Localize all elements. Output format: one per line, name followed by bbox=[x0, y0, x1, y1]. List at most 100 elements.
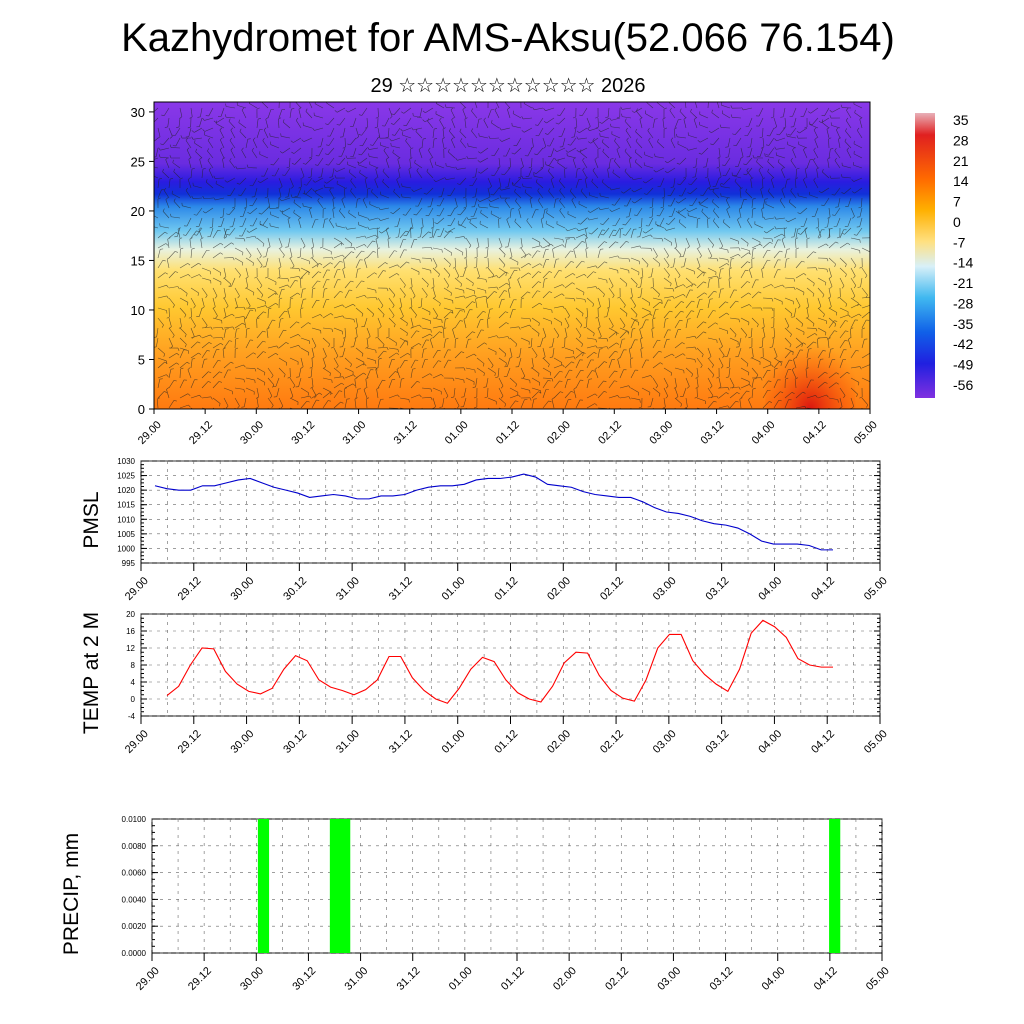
wind-barb-flag bbox=[264, 196, 268, 199]
wind-barb bbox=[712, 191, 720, 199]
wind-barb-flag bbox=[331, 328, 333, 332]
wind-barb bbox=[806, 359, 809, 369]
wind-barb bbox=[388, 297, 395, 306]
wind-barb bbox=[608, 267, 618, 271]
wind-barb-flag bbox=[845, 264, 847, 268]
wind-barb bbox=[845, 130, 852, 139]
wind-barb-flag bbox=[364, 244, 367, 247]
wind-barb-flag bbox=[607, 167, 611, 170]
wind-barb-flag bbox=[761, 146, 764, 149]
wind-barb bbox=[551, 399, 555, 409]
wind-barb-flag bbox=[841, 192, 845, 195]
wind-barb bbox=[215, 183, 225, 189]
wind-barb bbox=[252, 177, 258, 187]
wind-barb-flag bbox=[677, 183, 681, 186]
wind-barb bbox=[636, 110, 643, 119]
wind-barb bbox=[690, 177, 698, 185]
wind-barb bbox=[597, 407, 608, 409]
wind-barb bbox=[751, 291, 759, 299]
wind-barb bbox=[245, 247, 252, 256]
wind-barb-flag bbox=[519, 246, 523, 249]
wind-barb bbox=[799, 127, 808, 134]
wind-barb bbox=[823, 197, 830, 206]
wind-barb-flag bbox=[422, 417, 424, 419]
wind-barb bbox=[507, 357, 511, 367]
wind-barb-flag bbox=[429, 157, 433, 160]
wind-barb bbox=[861, 377, 870, 383]
wind-barb-flag bbox=[353, 247, 356, 251]
wind-barb bbox=[589, 127, 599, 131]
wind-barb-flag bbox=[550, 177, 554, 180]
wind-barb bbox=[490, 206, 500, 209]
wind-barb-flag bbox=[239, 128, 242, 132]
wind-barb bbox=[333, 367, 342, 375]
wind-barb-flag bbox=[290, 297, 294, 300]
wind-barb bbox=[363, 389, 368, 399]
wind-barb-flag bbox=[612, 295, 615, 298]
wind-barb-flag bbox=[456, 405, 460, 409]
wind-barb-flag bbox=[700, 365, 703, 368]
wind-barb bbox=[630, 229, 634, 239]
wind-barb bbox=[696, 397, 706, 402]
wind-barb bbox=[592, 140, 599, 149]
wind-barb bbox=[553, 237, 563, 240]
wind-barb bbox=[773, 259, 779, 269]
x-tick-label: 04.12 bbox=[809, 575, 837, 603]
wind-barb bbox=[355, 250, 362, 259]
wind-barb bbox=[377, 262, 386, 269]
wind-barb bbox=[428, 150, 434, 159]
wind-barb-flag bbox=[279, 198, 282, 202]
wind-barb-flag bbox=[635, 128, 637, 132]
wind-barb bbox=[487, 257, 489, 268]
wind-barb bbox=[220, 139, 225, 149]
wind-barb-flag bbox=[616, 342, 620, 345]
wind-barb bbox=[651, 329, 654, 339]
wind-barb-flag bbox=[419, 394, 422, 398]
wind-barb bbox=[204, 117, 214, 121]
wind-barb-flag bbox=[472, 331, 476, 334]
wind-barb-flag bbox=[484, 256, 488, 259]
wind-barb-flag bbox=[463, 256, 467, 259]
wind-barb bbox=[380, 207, 390, 211]
wind-barb-flag bbox=[552, 247, 556, 250]
wind-barb-flag bbox=[650, 234, 653, 238]
wind-barb-flag bbox=[256, 107, 260, 110]
wind-barb bbox=[160, 147, 170, 151]
wind-barb-flag bbox=[562, 305, 565, 309]
colorbar-label: -42 bbox=[953, 336, 973, 352]
wind-barb bbox=[289, 276, 299, 279]
wind-barb bbox=[831, 125, 841, 129]
wind-barb bbox=[416, 207, 423, 216]
wind-barb bbox=[512, 184, 522, 189]
wind-barb bbox=[600, 135, 610, 139]
x-tick-label: 31.00 bbox=[340, 419, 368, 447]
wind-barb bbox=[718, 347, 725, 356]
wind-barb bbox=[542, 380, 549, 389]
wind-barb-flag bbox=[275, 352, 279, 356]
wind-barb bbox=[432, 227, 434, 237]
wind-barb-flag bbox=[649, 313, 653, 316]
wind-barb bbox=[747, 127, 753, 136]
wind-barb bbox=[845, 120, 852, 129]
wind-barb-flag bbox=[804, 406, 807, 409]
wind-barb bbox=[839, 371, 848, 379]
wind-barb-flag bbox=[320, 314, 323, 317]
wind-barb bbox=[278, 109, 283, 119]
wind-barb bbox=[838, 139, 841, 149]
wind-barb-flag bbox=[756, 324, 759, 328]
wind-barb bbox=[212, 307, 218, 316]
wind-barb-flag bbox=[793, 287, 796, 291]
y-tick-label: 1000 bbox=[117, 544, 135, 553]
wind-barb bbox=[199, 159, 203, 169]
wind-barb-flag bbox=[290, 140, 294, 143]
wind-barb bbox=[369, 204, 379, 209]
wind-barb bbox=[185, 190, 192, 199]
wind-barb bbox=[157, 379, 161, 389]
wind-barb-flag bbox=[430, 388, 433, 392]
wind-barb bbox=[223, 297, 229, 307]
wind-barb bbox=[343, 389, 346, 399]
wind-barb bbox=[718, 377, 722, 387]
wind-barb bbox=[828, 359, 833, 369]
wind-barb bbox=[311, 271, 319, 279]
wind-barb bbox=[199, 117, 203, 127]
